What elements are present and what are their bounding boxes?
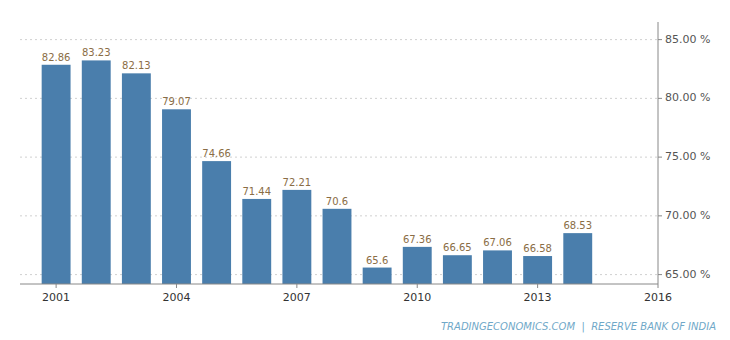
x-axis-line	[20, 284, 658, 285]
y-tick-label: 70.00 %	[665, 209, 710, 222]
y-tick	[658, 274, 662, 275]
data-label: 70.6	[326, 196, 348, 207]
bar	[282, 190, 311, 284]
x-tick-label: 2010	[403, 291, 431, 304]
x-tick-label: 2016	[644, 291, 672, 304]
data-label: 67.06	[483, 237, 512, 248]
x-tick-label: 2004	[162, 291, 190, 304]
y-tick-label: 65.00 %	[665, 268, 710, 281]
bar	[42, 65, 71, 284]
grid-line	[20, 157, 658, 158]
x-tick-label: 2013	[524, 291, 552, 304]
bar	[523, 256, 552, 284]
data-label: 82.86	[42, 52, 71, 63]
chart-container: 65.00 % 70.00 % 75.00 % 80.00 % 85.00 % 82.86…	[0, 0, 730, 340]
data-label: 67.36	[403, 234, 432, 245]
x-tick	[296, 284, 297, 288]
y-tick-label: 80.00 %	[665, 91, 710, 104]
data-label: 65.6	[366, 255, 388, 266]
y-axis-line	[658, 22, 659, 284]
y-tick	[658, 157, 662, 158]
bar	[563, 233, 592, 284]
data-label: 71.44	[242, 186, 271, 197]
x-tick-label: 2007	[283, 291, 311, 304]
data-label: 82.13	[122, 60, 151, 71]
annotation: TRADINGECONOMICS.COM | RESERVE BANK OF I…	[441, 321, 716, 333]
data-label: 83.23	[82, 47, 111, 58]
y-tick-label: 85.00 %	[665, 33, 710, 46]
bar	[443, 255, 472, 284]
x-tick	[658, 284, 659, 288]
grid-line	[20, 98, 658, 99]
grid-line	[20, 39, 658, 40]
bar	[122, 73, 151, 284]
bar	[202, 161, 231, 284]
bar	[403, 247, 432, 284]
data-label: 74.66	[202, 148, 231, 159]
y-tick	[658, 39, 662, 40]
data-label: 72.21	[283, 177, 312, 188]
x-tick	[176, 284, 177, 288]
y-axis: 65.00 % 70.00 % 75.00 % 80.00 % 85.00 %	[658, 22, 710, 284]
bar	[162, 109, 191, 284]
x-tick	[56, 284, 57, 288]
bar	[242, 199, 271, 284]
chart: 65.00 % 70.00 % 75.00 % 80.00 % 85.00 % 82.86…	[0, 0, 730, 340]
y-tick	[658, 98, 662, 99]
data-label: 79.07	[162, 96, 191, 107]
bar	[323, 209, 352, 284]
bar	[363, 268, 392, 284]
x-tick	[417, 284, 418, 288]
bar	[483, 250, 512, 284]
data-label: 66.58	[523, 243, 552, 254]
data-labels: 82.86 83.23 82.13 79.07 74.66 71.44 72.21 70.6 6…	[42, 47, 592, 265]
data-label: 68.53	[563, 220, 592, 231]
bars	[42, 60, 593, 284]
x-tick-label: 2001	[42, 291, 70, 304]
x-tick	[537, 284, 538, 288]
data-label: 66.65	[443, 242, 472, 253]
x-axis: 2001 2004 2007 2010 2013 2016	[20, 284, 672, 304]
y-tick-label: 75.00 %	[665, 150, 710, 163]
y-tick	[658, 215, 662, 216]
bar	[82, 60, 111, 284]
